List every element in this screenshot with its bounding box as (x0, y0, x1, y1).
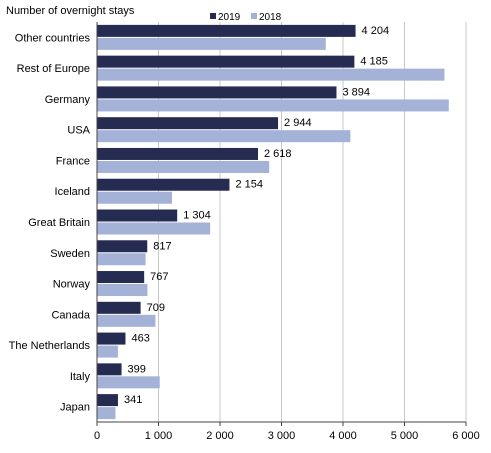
category-label: Canada (51, 309, 90, 321)
legend-2018-swatch (251, 13, 257, 19)
bar-2018 (97, 284, 148, 297)
x-tick-label: 2 000 (206, 430, 234, 442)
legend: 2019 2018 (210, 12, 282, 23)
category-label: France (56, 155, 90, 167)
bar-2019 (97, 363, 122, 376)
bar-2019 (97, 147, 259, 160)
category-label: USA (67, 125, 90, 137)
bar-2018 (97, 376, 160, 389)
value-label-2019: 2 154 (235, 179, 263, 191)
bar-2019 (97, 394, 118, 407)
bar-2019 (97, 117, 279, 130)
category-label: The Netherlands (9, 340, 91, 352)
category-label: Iceland (55, 186, 90, 198)
value-label-2019: 2 618 (264, 148, 292, 160)
bar-2018 (97, 253, 146, 266)
bars (97, 24, 449, 420)
x-tick-label: 0 (94, 430, 100, 442)
bar-2019 (97, 178, 230, 191)
x-tick-label: 3 000 (268, 430, 296, 442)
value-label-2019: 1 304 (183, 210, 211, 222)
x-tick-label: 1 000 (145, 430, 173, 442)
x-tick-label: 4 000 (329, 430, 357, 442)
value-label-2019: 4 185 (360, 56, 388, 68)
bar-2018 (97, 130, 351, 143)
category-label: Germany (45, 94, 91, 106)
legend-2019-swatch (210, 13, 216, 19)
value-label-2019: 463 (131, 333, 149, 345)
y-axis-title: Number of overnight stays (6, 5, 135, 17)
x-axis: 0 1 000 2 000 3 000 4 000 5 000 6 000 (94, 22, 480, 442)
x-tick-label: 6 000 (452, 430, 480, 442)
value-label-2019: 3 894 (342, 86, 370, 98)
category-label: Norway (53, 279, 91, 291)
value-label-2019: 767 (150, 271, 168, 283)
category-label: Great Britain (28, 217, 90, 229)
bar-2019 (97, 271, 145, 284)
legend-2018-label: 2018 (259, 12, 282, 23)
bar-2018 (97, 99, 449, 112)
bar-2018 (97, 222, 211, 235)
bar-2019 (97, 240, 148, 253)
bar-2018 (97, 407, 116, 420)
bar-2018 (97, 160, 270, 173)
category-label: Japan (60, 402, 90, 414)
bar-2018 (97, 191, 173, 204)
category-label: Rest of Europe (17, 63, 90, 75)
value-label-2019: 2 944 (284, 117, 312, 129)
value-label-2019: 399 (128, 363, 146, 375)
bar-2018 (97, 68, 445, 81)
bar-2019 (97, 55, 355, 68)
bar-2019 (97, 301, 141, 314)
value-label-2019: 817 (153, 240, 171, 252)
value-labels: 4 204 4 185 3 894 2 944 2 618 2 154 1 304 817 76… (124, 25, 389, 406)
category-label: Sweden (50, 248, 90, 260)
bar-2018 (97, 345, 118, 358)
bar-2018 (97, 314, 156, 327)
value-label-2019: 709 (147, 302, 165, 314)
grid-lines (158, 22, 467, 422)
value-label-2019: 4 204 (362, 25, 390, 37)
bar-2019 (97, 209, 178, 222)
bar-2019 (97, 24, 356, 37)
category-labels: Other countries Rest of Europe Germany USA F… (9, 32, 91, 413)
legend-2019-label: 2019 (218, 12, 241, 23)
category-label: Italy (70, 371, 91, 383)
bar-2018 (97, 37, 326, 50)
x-tick-label: 5 000 (391, 430, 419, 442)
bar-2019 (97, 86, 337, 99)
bar-2019 (97, 332, 126, 345)
value-label-2019: 341 (124, 394, 142, 406)
category-label: Other countries (15, 32, 91, 44)
